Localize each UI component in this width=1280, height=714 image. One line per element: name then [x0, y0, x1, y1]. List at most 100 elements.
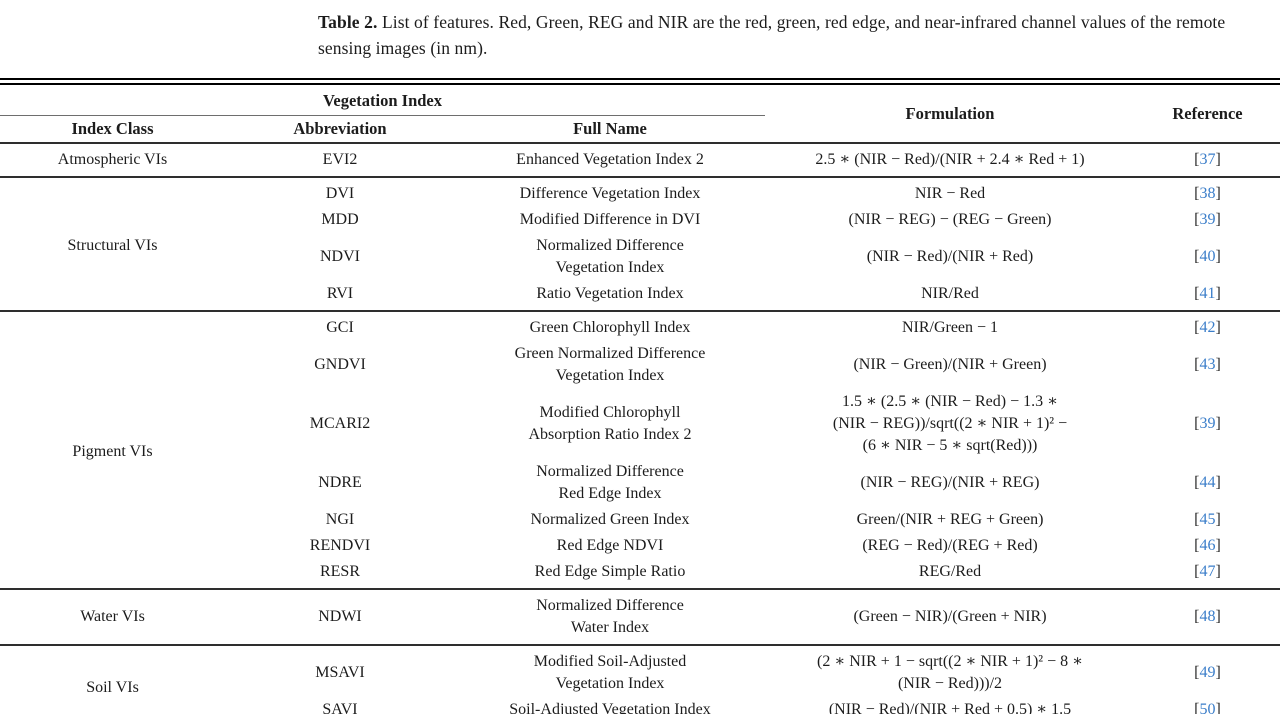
full-name-cell: Difference Vegetation Index	[519, 185, 701, 202]
formulation-cell: 1.5 ∗ (2.5 ∗ (NIR − Red) − 1.3 ∗ (NIR − …	[832, 393, 1068, 454]
reference-cell: [40]	[1135, 233, 1280, 281]
formulation-cell: (2 ∗ NIR + 1 − sqrt((2 ∗ NIR + 1)² − 8 ∗…	[817, 653, 1083, 692]
ref-bracket-open: [	[1194, 319, 1200, 336]
header-row-group: Vegetation Index Formulation Reference	[0, 81, 1280, 144]
full-name-cell: Red Edge NDVI	[556, 537, 664, 554]
citation-link[interactable]: 42	[1199, 319, 1216, 336]
reference-cell: [39]	[1135, 207, 1280, 233]
table-row: NDVI Normalized Difference Vegetation In…	[0, 233, 1280, 281]
reference-cell: [48]	[1135, 589, 1280, 645]
abbreviation-cell: RESR	[319, 563, 360, 580]
citation-link[interactable]: 43	[1199, 356, 1216, 373]
abbreviation-cell: MDD	[321, 211, 359, 228]
full-name-cell: Green Normalized Difference Vegetation I…	[514, 345, 706, 384]
abbreviation-cell: NDRE	[318, 474, 362, 491]
citation-link[interactable]: 37	[1199, 151, 1216, 168]
formulation-cell: REG/Red	[918, 563, 982, 580]
citation-link[interactable]: 49	[1199, 664, 1216, 681]
full-name-cell: Modified Difference in DVI	[519, 211, 701, 228]
ref-bracket-open: [	[1194, 511, 1200, 528]
abbreviation-cell: DVI	[325, 185, 355, 202]
ref-bracket-close: ]	[1215, 319, 1221, 336]
reference-cell: [49]	[1135, 645, 1280, 697]
ref-bracket-close: ]	[1215, 211, 1221, 228]
full-name-cell: Normalized Green Index	[530, 511, 690, 528]
header-formulation: Formulation	[765, 81, 1135, 144]
abbreviation-cell: MCARI2	[309, 415, 371, 432]
ref-bracket-close: ]	[1215, 563, 1221, 580]
reference-cell: [37]	[1135, 143, 1280, 177]
table-row: Atmospheric VIs EVI2 Enhanced Vegetation…	[0, 143, 1280, 177]
formulation-cell: NIR − Red	[914, 185, 986, 202]
table-row: RESR Red Edge Simple Ratio REG/Red [47]	[0, 559, 1280, 589]
full-name-cell: Normalized Difference Vegetation Index	[536, 237, 684, 276]
full-name-cell: Red Edge Simple Ratio	[534, 563, 686, 580]
reference-cell: [50]	[1135, 697, 1280, 714]
index-class-cell: Water VIs	[80, 608, 145, 625]
reference-cell: [38]	[1135, 177, 1280, 207]
header-index-class: Index Class	[0, 115, 225, 144]
caption-label: Table 2.	[318, 12, 378, 32]
reference-cell: [46]	[1135, 533, 1280, 559]
formulation-cell: (Green − NIR)/(Green + NIR)	[853, 608, 1047, 625]
ref-bracket-close: ]	[1215, 537, 1221, 554]
formulation-cell: (NIR − REG)/(NIR + REG)	[860, 474, 1040, 491]
full-name-cell: Normalized Difference Red Edge Index	[536, 463, 684, 502]
citation-link[interactable]: 38	[1199, 185, 1216, 202]
ref-bracket-open: [	[1194, 285, 1200, 302]
table-row: RENDVI Red Edge NDVI (REG − Red)/(REG + …	[0, 533, 1280, 559]
reference-cell: [44]	[1135, 459, 1280, 507]
group-structural-vis: Structural VIs DVI Difference Vegetation…	[0, 177, 1280, 311]
table-header: Vegetation Index Formulation Reference I…	[0, 81, 1280, 144]
ref-bracket-open: [	[1194, 415, 1200, 432]
abbreviation-cell: MSAVI	[315, 664, 365, 681]
formulation-cell: NIR/Green − 1	[901, 319, 999, 336]
citation-link[interactable]: 39	[1199, 211, 1216, 228]
formulation-cell: Green/(NIR + REG + Green)	[856, 511, 1044, 528]
citation-link[interactable]: 47	[1199, 563, 1216, 580]
ref-bracket-close: ]	[1215, 248, 1221, 265]
table-row: NDRE Normalized Difference Red Edge Inde…	[0, 459, 1280, 507]
formulation-cell: (NIR − REG) − (REG − Green)	[848, 211, 1052, 228]
table-row: RVI Ratio Vegetation Index NIR/Red [41]	[0, 281, 1280, 311]
reference-cell: [41]	[1135, 281, 1280, 311]
vegetation-index-table: Vegetation Index Formulation Reference I…	[0, 78, 1280, 714]
header-reference: Reference	[1135, 81, 1280, 144]
header-full-name: Full Name	[455, 115, 765, 144]
ref-bracket-close: ]	[1215, 415, 1221, 432]
formulation-cell: (NIR − Green)/(NIR + Green)	[853, 356, 1047, 373]
abbreviation-cell: NDVI	[320, 248, 360, 265]
table-row: NGI Normalized Green Index Green/(NIR + …	[0, 507, 1280, 533]
ref-bracket-open: [	[1194, 185, 1200, 202]
table-row: MDD Modified Difference in DVI (NIR − RE…	[0, 207, 1280, 233]
ref-bracket-close: ]	[1215, 608, 1221, 625]
abbreviation-cell: GCI	[326, 319, 354, 336]
group-soil-vis: Soil VIs MSAVI Modified Soil-Adjusted Ve…	[0, 645, 1280, 714]
citation-link[interactable]: 39	[1199, 415, 1216, 432]
header-row-sub: Index Class Abbreviation Full Name	[0, 115, 1280, 144]
formulation-cell: NIR/Red	[921, 285, 979, 302]
ref-bracket-open: [	[1194, 211, 1200, 228]
ref-bracket-close: ]	[1215, 511, 1221, 528]
abbreviation-cell: RENDVI	[309, 537, 371, 554]
ref-bracket-close: ]	[1215, 151, 1221, 168]
table-row: GNDVI Green Normalized Difference Vegeta…	[0, 341, 1280, 389]
index-class-cell: Structural VIs	[67, 236, 158, 254]
ref-bracket-open: [	[1194, 537, 1200, 554]
citation-link[interactable]: 48	[1199, 608, 1216, 625]
citation-link[interactable]: 40	[1199, 248, 1216, 265]
citation-link[interactable]: 41	[1199, 285, 1216, 302]
full-name-cell: Ratio Vegetation Index	[536, 285, 684, 302]
citation-link[interactable]: 50	[1199, 701, 1216, 714]
ref-bracket-open: [	[1194, 563, 1200, 580]
table-row: Soil VIs MSAVI Modified Soil-Adjusted Ve…	[0, 645, 1280, 697]
citation-link[interactable]: 46	[1199, 537, 1216, 554]
citation-link[interactable]: 44	[1199, 474, 1216, 491]
header-vegetation-index: Vegetation Index	[0, 81, 765, 116]
citation-link[interactable]: 45	[1199, 511, 1216, 528]
abbreviation-cell: NDWI	[318, 608, 362, 625]
group-atmospheric-vis: Atmospheric VIs EVI2 Enhanced Vegetation…	[0, 143, 1280, 177]
table-row: Pigment VIs GCI Green Chlorophyll Index …	[0, 311, 1280, 460]
ref-bracket-open: [	[1194, 664, 1200, 681]
table-row: Structural VIs DVI Difference Vegetation…	[0, 177, 1280, 254]
